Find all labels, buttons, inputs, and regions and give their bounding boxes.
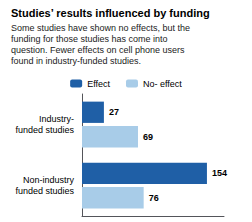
svg-text:No- effect: No- effect	[143, 79, 182, 89]
svg-text:found in industry-funded studi: found in industry-funded studies.	[11, 56, 141, 66]
svg-text:funded studies: funded studies	[15, 186, 74, 196]
svg-text:question. Fewer effects on cel: question. Fewer effects on cell phone us…	[11, 45, 185, 55]
svg-text:Industry-: Industry-	[39, 114, 74, 124]
svg-text:funding for those studies has: funding for those studies has come into	[11, 34, 168, 44]
svg-text:Effect: Effect	[87, 79, 110, 89]
svg-text:69: 69	[143, 132, 153, 142]
svg-text:funded studies: funded studies	[15, 125, 74, 135]
svg-text:27: 27	[109, 107, 119, 117]
svg-text:154: 154	[212, 168, 227, 178]
svg-text:Non-industry: Non-industry	[23, 175, 75, 185]
svg-text:Some studies have shown no eff: Some studies have shown no effects, but …	[11, 23, 190, 33]
svg-text:Studies’ results influenced by: Studies’ results influenced by funding	[11, 7, 210, 19]
svg-text:76: 76	[149, 193, 159, 203]
